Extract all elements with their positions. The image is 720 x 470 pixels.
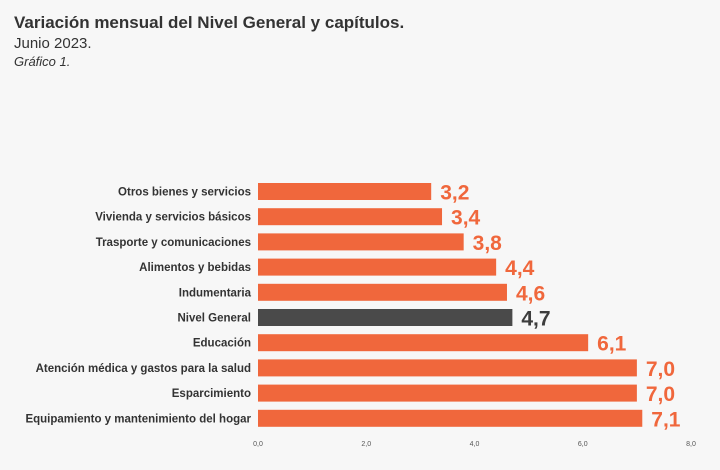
category-label: Atención médica y gastos para la salud	[36, 363, 251, 375]
chart-title: Variación mensual del Nivel General y ca…	[14, 13, 405, 32]
category-label: Otros bienes y servicios	[118, 187, 251, 199]
x-tick-label: 2,0	[361, 441, 371, 448]
bar	[258, 359, 637, 377]
category-label: Educación	[193, 338, 251, 350]
bar	[258, 208, 443, 226]
category-label: Esparcimiento	[172, 388, 251, 400]
value-label: 4,6	[516, 282, 545, 305]
category-label: Vivienda y servicios básicos	[95, 212, 251, 224]
category-label: Indumentaria	[179, 287, 252, 299]
bar-highlight	[258, 309, 513, 326]
bar	[258, 334, 589, 352]
bar	[258, 384, 637, 402]
x-tick-label: 4,0	[470, 441, 480, 448]
value-label: 7,1	[651, 408, 681, 431]
bar	[258, 258, 497, 276]
value-label: 3,8	[473, 232, 503, 255]
bar	[258, 183, 432, 200]
chart-header: Variación mensual del Nivel General y ca…	[14, 12, 404, 70]
value-label: 3,4	[451, 207, 481, 230]
value-label: 4,7	[521, 308, 550, 331]
bar	[258, 283, 507, 301]
value-label: 7,0	[646, 358, 675, 381]
bar	[258, 409, 643, 427]
x-tick-label: 8,0	[686, 441, 696, 448]
chart-subtitle: Junio 2023.	[14, 35, 92, 52]
category-label: Alimentos y bebidas	[139, 262, 251, 274]
category-label: Nivel General	[177, 313, 251, 325]
value-label: 7,0	[646, 383, 675, 406]
chart-caption: Gráfico 1.	[14, 54, 71, 69]
x-tick-label: 0,0	[253, 441, 263, 448]
bar	[258, 233, 464, 251]
value-label: 3,2	[440, 182, 469, 205]
x-tick-label: 6,0	[578, 441, 588, 448]
value-label: 6,1	[597, 333, 627, 356]
value-label: 4,4	[505, 257, 535, 280]
category-label: Trasporte y comunicaciones	[96, 237, 251, 249]
category-label: Equipamiento y mantenimiento del hogar	[25, 413, 251, 425]
